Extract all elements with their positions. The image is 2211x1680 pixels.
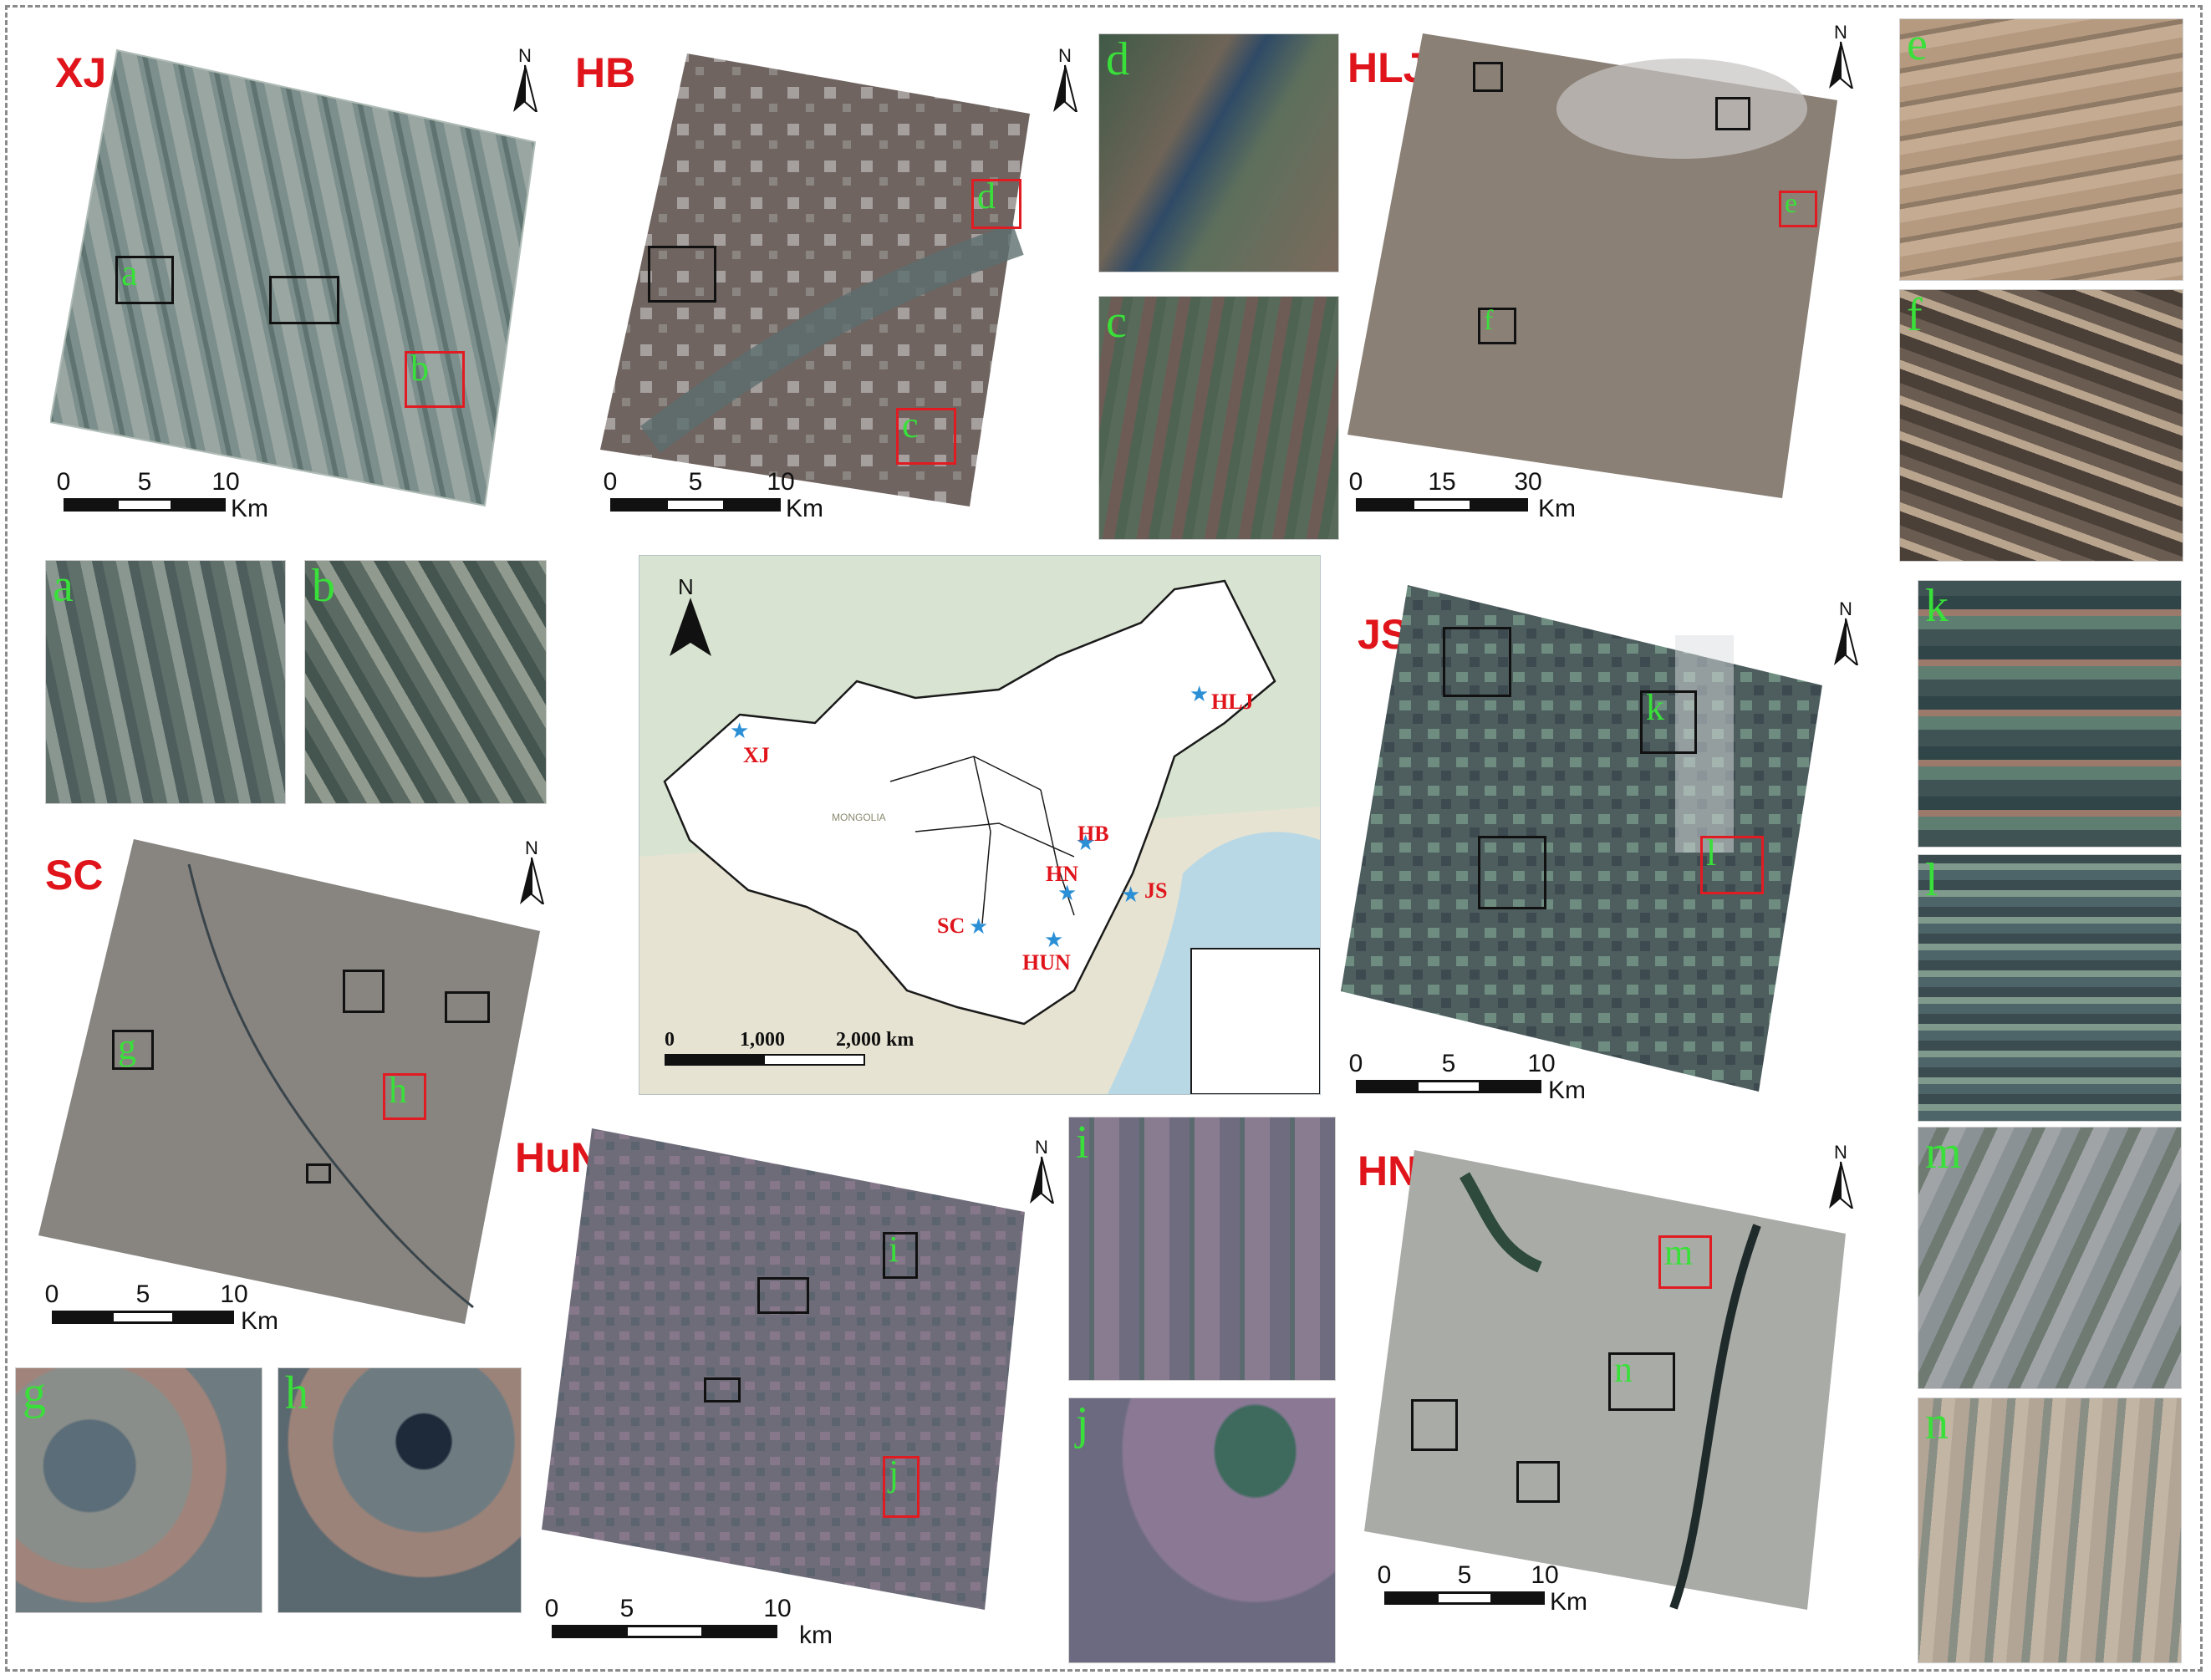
north-arrow-icon: N bbox=[1048, 45, 1082, 115]
site-label-hlj: HLJ bbox=[1347, 44, 1427, 91]
china-point-xj: XJ bbox=[743, 743, 770, 767]
site-label-sc: SC bbox=[45, 852, 104, 899]
inset-box-g[interactable]: g bbox=[112, 1029, 154, 1070]
north-arrow-icon: N bbox=[1025, 1137, 1058, 1206]
north-arrow-icon bbox=[670, 598, 711, 656]
tile-n: n bbox=[1918, 1397, 2182, 1663]
inset-box-e[interactable]: e bbox=[1779, 190, 1817, 227]
china-overview-map: N MONGOLIA ★ XJ ★ HLJ HB ★ HN ★ ★ JS SC … bbox=[639, 555, 1321, 1095]
inset-box-a[interactable]: a bbox=[115, 255, 174, 304]
inset-box-k[interactable]: k bbox=[1640, 690, 1697, 754]
inset-box-d[interactable]: d bbox=[971, 178, 1021, 229]
north-arrow-icon: N bbox=[515, 837, 548, 907]
north-arrow-icon: N bbox=[1829, 598, 1862, 668]
scale-bar-hn: 0 5 10 Km bbox=[1377, 1561, 1587, 1616]
inset-box-js-black-2[interactable] bbox=[1478, 836, 1546, 909]
china-point-sc: SC bbox=[937, 914, 965, 938]
scale-bar-xj: 0 5 10 Km bbox=[56, 468, 268, 522]
marker-star-icon: ★ bbox=[730, 718, 750, 743]
tile-d: d bbox=[1098, 33, 1339, 272]
site-label-hn: HN bbox=[1358, 1148, 1419, 1194]
figure-frame bbox=[5, 5, 2203, 1672]
north-arrow-icon: N bbox=[1824, 22, 1857, 91]
marker-star-icon: ★ bbox=[1076, 830, 1096, 855]
tile-l: l bbox=[1918, 854, 2182, 1122]
marker-star-icon: ★ bbox=[1057, 880, 1077, 905]
china-point-hun: HUN bbox=[1022, 950, 1071, 975]
region-label-mongolia: MONGOLIA bbox=[832, 812, 886, 823]
inset-box-hn-black-2[interactable] bbox=[1516, 1461, 1560, 1503]
tile-h: h bbox=[278, 1367, 522, 1613]
tile-a: a bbox=[45, 560, 286, 804]
marker-star-icon: ★ bbox=[1190, 681, 1210, 706]
inset-box-b[interactable]: b bbox=[405, 350, 465, 408]
satellite-image-hb bbox=[600, 47, 1035, 507]
inset-box-sc-black-1[interactable] bbox=[343, 970, 385, 1013]
inset-box-c[interactable]: c bbox=[896, 407, 956, 465]
inset-box-hun-black-1[interactable] bbox=[757, 1277, 809, 1314]
tile-b: b bbox=[304, 560, 547, 804]
satellite-image-sc bbox=[38, 839, 542, 1327]
inset-box-n[interactable]: n bbox=[1608, 1352, 1675, 1411]
scale-bar-hun: 0 5 10 km bbox=[544, 1595, 833, 1649]
inset-box-j[interactable]: j bbox=[883, 1455, 920, 1518]
north-arrow-icon: N bbox=[1824, 1142, 1857, 1211]
inset-box-m[interactable]: m bbox=[1658, 1235, 1712, 1289]
marker-star-icon: ★ bbox=[969, 914, 989, 939]
scale-bar-hlj: 0 15 30 Km bbox=[1348, 468, 1576, 522]
inset-box-h[interactable]: h bbox=[383, 1072, 426, 1120]
tile-k: k bbox=[1918, 580, 2182, 848]
inset-box-f[interactable]: f bbox=[1478, 307, 1516, 344]
inset-box-xj-black[interactable] bbox=[269, 276, 339, 324]
site-label-xj: XJ bbox=[55, 49, 107, 96]
tile-e: e bbox=[1899, 18, 2183, 281]
inset-box-hlj-black-1[interactable] bbox=[1473, 62, 1503, 92]
inset-box-hn-black-1[interactable] bbox=[1411, 1399, 1458, 1451]
china-point-hb: HB bbox=[1077, 822, 1109, 846]
inset-box-hlj-black-2[interactable] bbox=[1715, 97, 1750, 130]
china-point-hlj: HLJ bbox=[1211, 690, 1254, 714]
tile-g: g bbox=[15, 1367, 262, 1613]
satellite-image-hlj bbox=[1347, 33, 1841, 501]
satellite-image-hn bbox=[1364, 1150, 1846, 1610]
inset-box-sc-black-2[interactable] bbox=[445, 991, 490, 1023]
tile-j: j bbox=[1068, 1397, 1336, 1663]
satellite-image-js bbox=[1341, 585, 1822, 1095]
scale-bar-sc: 0 5 10 Km bbox=[44, 1280, 278, 1335]
tile-f: f bbox=[1899, 289, 2183, 562]
north-arrow-icon: N bbox=[508, 45, 542, 115]
inset-box-hb-black[interactable] bbox=[648, 246, 716, 303]
tile-c: c bbox=[1098, 296, 1339, 540]
china-point-hn: HN bbox=[1046, 862, 1078, 886]
inset-box-hun-black-2[interactable] bbox=[704, 1377, 741, 1403]
marker-star-icon: ★ bbox=[1121, 882, 1141, 907]
inset-box-sc-black-3[interactable] bbox=[306, 1163, 331, 1184]
scale-bar-js: 0 5 10 Km bbox=[1348, 1050, 1586, 1104]
inset-box-l[interactable]: l bbox=[1700, 835, 1764, 894]
marker-star-icon: ★ bbox=[1044, 927, 1064, 952]
inset-box-js-black-1[interactable] bbox=[1443, 627, 1511, 697]
china-point-js: JS bbox=[1144, 878, 1168, 903]
inset-box-i[interactable]: i bbox=[883, 1231, 918, 1279]
tile-i: i bbox=[1068, 1117, 1336, 1381]
tile-m: m bbox=[1918, 1127, 2182, 1389]
site-label-hb: HB bbox=[575, 49, 636, 96]
scale-bar-hb: 0 5 10 Km bbox=[603, 468, 823, 522]
china-map-north-label: N bbox=[678, 574, 694, 599]
satellite-image-hun bbox=[542, 1128, 1027, 1613]
china-scale-bar: 0 1,000 2,000 km bbox=[665, 1029, 914, 1066]
